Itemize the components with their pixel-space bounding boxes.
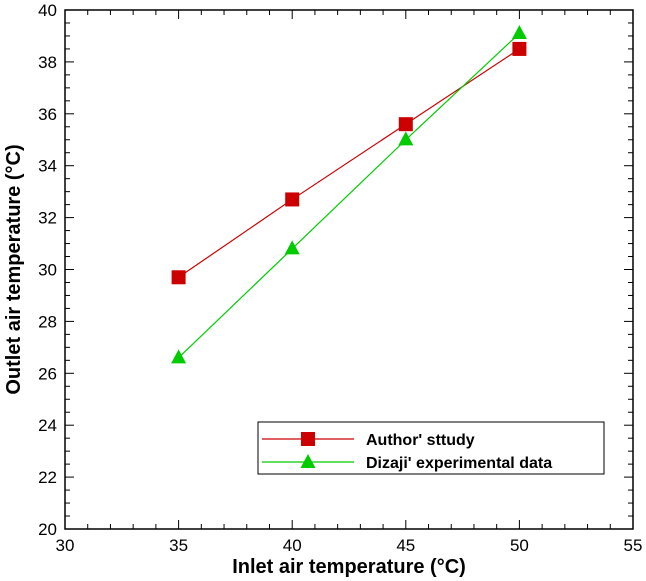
y-tick-label: 34: [38, 157, 57, 176]
y-tick-label: 32: [38, 209, 57, 228]
y-tick-label: 28: [38, 312, 57, 331]
x-axis-title: Inlet air temperature (°C): [232, 556, 466, 578]
legend-label-dizaji-data: Dizaji' experimental data: [366, 455, 552, 472]
ticks: 30 35 40 45 50 55 20 22 24 26 28 30 32 34 36 38 40: [38, 1, 642, 555]
y-tick-label: 22: [38, 468, 57, 487]
legend: Author' sttudy Dizaji' experimental data: [257, 421, 605, 475]
series-layer: [171, 24, 527, 364]
y-tick-label: 36: [38, 105, 57, 124]
x-tick-label: 55: [624, 536, 643, 555]
y-tick-label: 24: [38, 416, 57, 435]
data-point-square: [285, 192, 300, 207]
legend-marker-square: [301, 432, 315, 446]
data-point-square: [171, 270, 186, 285]
y-axis-title: Outlet air temperature (°C): [3, 144, 25, 394]
data-point-triangle: [511, 24, 527, 39]
x-tick-label: 30: [56, 536, 75, 555]
data-point-triangle: [171, 349, 187, 364]
y-tick-label: 30: [38, 261, 57, 280]
y-tick-label: 26: [38, 364, 57, 383]
x-tick-label: 50: [510, 536, 529, 555]
data-point-square: [512, 41, 527, 56]
legend-label-author-study: Author' sttudy: [366, 432, 475, 449]
y-tick-label: 20: [38, 520, 57, 539]
legend-box: [257, 421, 605, 475]
x-tick-label: 40: [283, 536, 302, 555]
x-tick-label: 45: [396, 536, 415, 555]
series-line-1: [178, 32, 520, 359]
data-point-triangle: [284, 240, 300, 255]
series-line-0: [178, 48, 520, 278]
y-tick-label: 38: [38, 53, 57, 72]
y-tick-label: 40: [38, 1, 57, 20]
legend-marker-triangle: [300, 454, 316, 468]
x-tick-label: 35: [169, 536, 188, 555]
data-point-square: [398, 117, 413, 132]
data-point-triangle: [398, 131, 414, 146]
